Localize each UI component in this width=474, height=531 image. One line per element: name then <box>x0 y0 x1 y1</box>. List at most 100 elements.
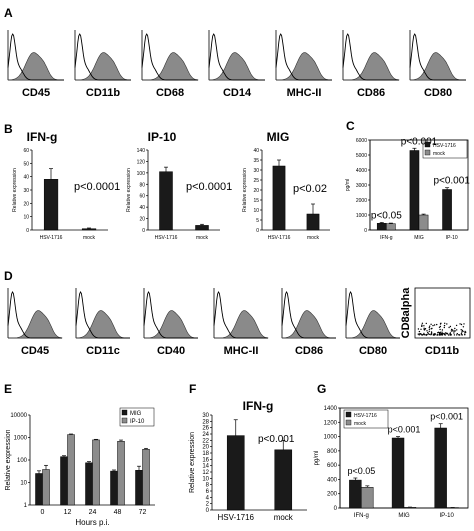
chart-f-tick-label: 14 <box>202 464 209 470</box>
chart-b1-tick-label: 0 <box>26 228 29 234</box>
chart-f-tick-label: 26 <box>202 426 209 432</box>
histogram-a-5-control-histogram <box>342 33 399 81</box>
scatter-xlabel: CD11b <box>425 345 460 357</box>
scatter-point <box>437 332 439 334</box>
chart-f-tick-label: 18 <box>202 451 209 457</box>
scatter-point <box>438 334 441 336</box>
chart-b2-tick-label: 60 <box>139 194 145 200</box>
chart-f-tick-label: 0 <box>206 508 210 514</box>
chart-f-tick-label: 22 <box>202 438 209 444</box>
scatter-point <box>453 334 456 336</box>
scatter-point <box>443 333 445 336</box>
chart-b2-annotation: p<0.0001 <box>186 181 232 193</box>
chart-e-legend-swatch <box>121 417 128 424</box>
chart-f-bar <box>274 449 293 511</box>
chart-e-tick-label: 10 <box>20 481 27 487</box>
scatter-point <box>430 323 432 325</box>
chart-c-tick-label: 5000 <box>356 153 367 159</box>
scatter-point <box>460 333 463 335</box>
scatter-point <box>456 329 458 331</box>
scatter-point <box>444 322 446 324</box>
chart-e-bar <box>42 469 50 506</box>
scatter-point <box>439 331 442 333</box>
chart-b1-annotation: p<0.0001 <box>74 181 120 193</box>
scatter-point <box>441 331 443 333</box>
histogram-d-3-control-histogram <box>213 291 268 339</box>
chart-e-category-label: 48 <box>114 509 122 516</box>
chart-b3-tick-label: 5 <box>256 218 259 224</box>
scatter-point <box>443 324 446 327</box>
chart-c-annotation: p<0.001 <box>401 136 438 147</box>
chart-b2-title: IP-10 <box>148 130 177 144</box>
scatter-point <box>463 323 465 325</box>
chart-b1-ylabel: Relative expression <box>12 168 18 212</box>
histogram-a-5-label: CD86 <box>357 87 385 99</box>
scatter-point <box>461 331 463 333</box>
chart-g-legend-swatch <box>345 411 352 418</box>
chart-g-legend-frame <box>343 409 389 429</box>
chart-g-bar <box>361 487 374 509</box>
histogram-a-6-label: CD80 <box>424 87 452 99</box>
chart-e-bar <box>92 439 100 506</box>
chart-e-category-label: 0 <box>41 509 45 516</box>
chart-f-letter: F <box>189 382 196 396</box>
panel-d-histograms: CD45 CD11c CD40 MHC-II CD86 CD80 CD8alpha CD11b <box>7 287 471 357</box>
chart-g-category-label: MIG <box>398 513 410 519</box>
histogram-a-6-sample-histogram <box>409 52 466 81</box>
scatter-point <box>439 325 442 328</box>
chart-f-tick-label: 20 <box>202 445 209 451</box>
chart-f-tick-label: 28 <box>202 419 209 425</box>
chart-e-legend-frame <box>119 407 155 427</box>
chart-c-category-label: MIG <box>414 235 424 241</box>
chart-g-bar <box>349 479 362 509</box>
panel-letter-d: D <box>4 269 13 283</box>
histogram-d-0-label: CD45 <box>21 345 49 357</box>
scatter-point <box>425 322 427 325</box>
panel-f-bar-chart: FIFN-g024681012141618202224262830Relativ… <box>189 382 307 522</box>
scatter-point <box>447 334 450 336</box>
chart-b2-tick-label: 20 <box>139 217 145 223</box>
scatter-point <box>462 330 464 333</box>
chart-g-tick-label: 0 <box>334 506 338 512</box>
histogram-d-4-control-histogram <box>281 291 336 339</box>
scatter-point <box>431 332 433 334</box>
chart-b1-tick-label: 50 <box>23 161 29 167</box>
chart-g-category-label: IP-10 <box>439 513 454 519</box>
chart-g-tick-label: 200 <box>327 492 338 498</box>
chart-g-annotation: p<0.05 <box>347 466 375 476</box>
chart-b3-tick-label: 25 <box>253 178 259 184</box>
chart-c-legend-frame <box>422 139 468 159</box>
chart-g-letter: G <box>317 382 326 396</box>
chart-c-letter: C <box>346 119 355 133</box>
histogram-d-1-label: CD11c <box>86 345 120 357</box>
chart-b3-ylabel: Relative expression <box>242 168 248 212</box>
scatter-point <box>448 326 450 329</box>
scatter-point <box>433 324 436 326</box>
chart-b2-tick-label: 140 <box>137 148 146 154</box>
scatter-point <box>449 325 452 328</box>
scatter-point <box>421 324 423 326</box>
scatter-point <box>455 324 458 327</box>
histogram-d-0-sample-histogram <box>8 310 63 339</box>
scatter-point <box>456 334 458 336</box>
chart-c-bar <box>376 223 387 231</box>
chart-g-legend-swatch <box>345 419 352 426</box>
histogram-d-1-sample-histogram <box>75 310 130 339</box>
histogram-a-3-sample-histogram <box>208 52 265 81</box>
chart-f-tick-label: 12 <box>202 470 209 476</box>
histogram-d-3-label: MHC-II <box>224 345 259 357</box>
chart-g-category-label: IFN-g <box>354 513 369 519</box>
scatter-point <box>432 324 434 327</box>
chart-c-ylabel: pg/ml <box>345 179 351 191</box>
chart-e-xlabel: Hours p.i. <box>75 518 109 527</box>
chart-b1-letter: B <box>4 122 13 136</box>
scatter-point <box>464 332 466 334</box>
histogram-a-1-control-histogram <box>74 33 131 81</box>
scatter-point <box>428 326 430 329</box>
chart-g-legend-label: HSV-1716 <box>354 413 377 419</box>
chart-g-legend-label: mock <box>354 421 366 427</box>
histogram-d-2-control-histogram <box>143 291 198 339</box>
histogram-d-3-sample-histogram <box>214 310 269 339</box>
scatter-point <box>460 329 462 331</box>
chart-f-annotation: p<0.001 <box>258 434 295 445</box>
